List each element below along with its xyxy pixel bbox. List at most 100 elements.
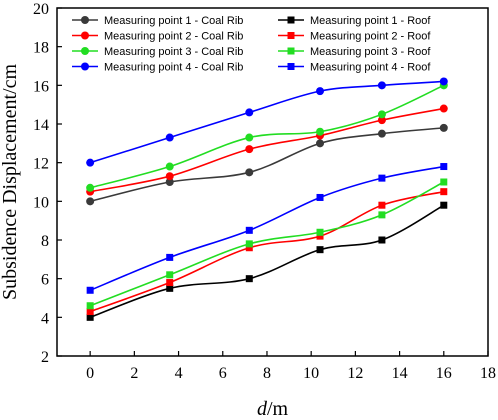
data-point bbox=[86, 197, 95, 206]
data-point bbox=[245, 168, 254, 177]
series-line bbox=[90, 107, 444, 193]
series-line bbox=[89, 80, 444, 164]
data-point bbox=[378, 201, 386, 209]
data-point bbox=[440, 163, 448, 171]
y-tick-label: 6 bbox=[41, 272, 49, 289]
legend-entry: Measuring point 3 - Roof bbox=[278, 46, 431, 58]
series-line bbox=[89, 127, 444, 203]
data-point bbox=[378, 174, 386, 182]
data-point bbox=[165, 172, 174, 181]
data-point bbox=[439, 77, 448, 86]
data-point bbox=[166, 279, 174, 287]
legend-entry: Measuring point 4 - Roof bbox=[278, 62, 431, 74]
legend-label: Measuring point 3 - Roof bbox=[310, 46, 431, 58]
legend-marker bbox=[287, 16, 295, 24]
legend-label: Measuring point 4 - Coal Rib bbox=[104, 62, 243, 74]
legend-label: Measuring point 1 - Roof bbox=[310, 15, 431, 27]
data-point bbox=[377, 81, 386, 90]
legend-label: Measuring point 1 - Coal Rib bbox=[104, 15, 243, 27]
data-point bbox=[86, 302, 94, 310]
data-point bbox=[316, 127, 325, 136]
series-line bbox=[89, 190, 444, 313]
data-point bbox=[86, 308, 94, 316]
x-tick-label: 12 bbox=[347, 365, 363, 382]
series-line bbox=[89, 204, 445, 319]
legend-label: Measuring point 3 - Coal Rib bbox=[104, 46, 243, 58]
legend-marker bbox=[81, 62, 89, 71]
data-point bbox=[316, 193, 324, 201]
legend-entry: Measuring point 1 - Roof bbox=[278, 15, 431, 27]
data-point bbox=[86, 183, 95, 192]
y-tick-label: 18 bbox=[33, 40, 49, 57]
data-point bbox=[316, 87, 325, 96]
x-tick-label: 6 bbox=[219, 365, 227, 382]
data-point bbox=[316, 139, 325, 148]
data-point bbox=[377, 110, 386, 119]
data-point bbox=[245, 244, 253, 252]
y-tick-label: 2 bbox=[41, 349, 49, 366]
legend-label: Measuring point 4 - Roof bbox=[310, 62, 431, 74]
y-tick-label: 8 bbox=[41, 233, 49, 250]
y-tick-label: 20 bbox=[33, 1, 49, 18]
legend: Measuring point 1 - Coal Rib Measuring po… bbox=[72, 15, 431, 74]
data-point bbox=[245, 145, 254, 154]
legend-marker bbox=[81, 47, 89, 55]
series-line bbox=[89, 84, 445, 189]
x-tick-label: 2 bbox=[130, 365, 138, 382]
legend-marker bbox=[81, 16, 89, 24]
legend-marker bbox=[287, 47, 295, 55]
series-3 bbox=[86, 104, 448, 196]
y-tick-label: 10 bbox=[33, 194, 49, 211]
data-point bbox=[245, 240, 253, 248]
legend-entry: Measuring point 1 - Coal Rib bbox=[72, 15, 243, 27]
series-7 bbox=[86, 77, 448, 167]
y-axis-title: Subsidence Displacement/cm bbox=[0, 64, 21, 300]
plot-border bbox=[56, 7, 489, 357]
axis-ticks: 0 2 4 6 8 10 12 14 16 18 2 4 6 8 10 12 14 16 18 20 bbox=[33, 1, 496, 382]
data-point bbox=[440, 201, 448, 209]
data-point bbox=[245, 226, 253, 234]
series-1 bbox=[86, 123, 448, 206]
legend-entry: Measuring point 4 - Coal Rib bbox=[72, 62, 243, 74]
x-tick-label: 10 bbox=[303, 365, 319, 382]
series-8 bbox=[86, 163, 448, 294]
data-point bbox=[245, 108, 254, 117]
data-point bbox=[86, 158, 95, 167]
data-point bbox=[440, 188, 448, 196]
data-point bbox=[316, 232, 324, 240]
x-tick-label: 16 bbox=[436, 365, 452, 382]
x-tick-label: 4 bbox=[175, 365, 183, 382]
legend-entry: Measuring point 2 - Coal Rib bbox=[72, 31, 243, 43]
data-point bbox=[378, 236, 386, 244]
series-line bbox=[89, 181, 445, 307]
legend-entry: Measuring point 2 - Roof bbox=[278, 31, 431, 43]
legend-marker bbox=[81, 31, 89, 40]
data-point bbox=[316, 228, 324, 236]
data-point bbox=[166, 253, 174, 261]
data-point bbox=[245, 275, 253, 283]
x-tick-label: 14 bbox=[392, 365, 408, 382]
data-point bbox=[165, 133, 174, 142]
data-point bbox=[166, 284, 174, 292]
data-point bbox=[165, 178, 174, 186]
data-point bbox=[165, 162, 174, 171]
series-4 bbox=[86, 188, 448, 316]
y-tick-label: 12 bbox=[33, 156, 49, 173]
data-point bbox=[378, 211, 386, 219]
legend-marker bbox=[287, 32, 295, 39]
legend-label: Measuring point 2 - Roof bbox=[310, 31, 431, 43]
data-point bbox=[245, 133, 254, 142]
data-point bbox=[440, 178, 448, 186]
x-tick-label: 0 bbox=[86, 365, 94, 382]
data-point bbox=[439, 104, 448, 113]
data-point bbox=[439, 123, 448, 132]
legend-marker bbox=[287, 63, 295, 70]
data-point bbox=[316, 246, 324, 254]
series-layer bbox=[86, 77, 448, 321]
data-point bbox=[377, 116, 386, 125]
data-point bbox=[86, 286, 94, 294]
legend-label: Measuring point 2 - Coal Rib bbox=[104, 31, 243, 43]
y-tick-label: 16 bbox=[33, 78, 49, 95]
y-tick-label: 14 bbox=[33, 117, 49, 134]
